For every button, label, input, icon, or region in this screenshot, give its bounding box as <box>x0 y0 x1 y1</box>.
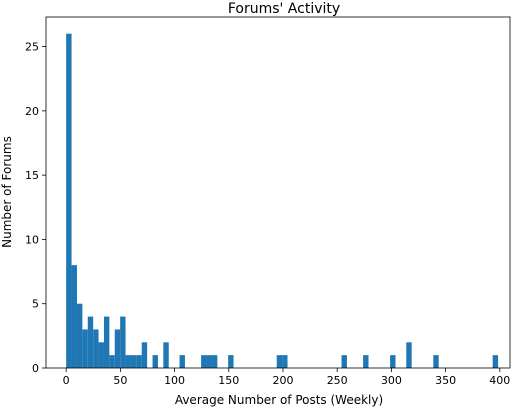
y-tick-label: 25 <box>25 41 39 54</box>
x-tick-label: 400 <box>489 374 510 387</box>
x-tick-label: 350 <box>435 374 456 387</box>
histogram-bar <box>109 355 115 368</box>
histogram-bar <box>120 316 126 368</box>
y-tick-label: 5 <box>32 298 39 311</box>
histogram-bar <box>66 33 72 369</box>
histogram-bar <box>163 342 169 368</box>
histogram-bar <box>363 355 369 368</box>
histogram-bar <box>228 355 234 368</box>
y-tick-label: 20 <box>25 105 39 118</box>
histogram-bar <box>141 342 148 368</box>
histogram-bar <box>201 355 207 368</box>
histogram-bar <box>98 342 104 368</box>
histogram-bar <box>82 329 88 368</box>
x-axis-label: Average Number of Posts (Weekly) <box>175 393 383 407</box>
histogram-bar <box>76 303 83 368</box>
y-axis-label: Number of Forums <box>0 136 14 248</box>
plot-frame <box>45 16 511 369</box>
y-tick-label: 15 <box>25 169 39 182</box>
histogram-bar <box>130 355 137 368</box>
histogram-bar <box>103 316 110 368</box>
x-tick-label: 300 <box>381 374 402 387</box>
y-tick-label: 0 <box>32 362 39 375</box>
x-tick-label: 100 <box>164 374 185 387</box>
x-axis-ticks: 0 50 100 150 200 250 300 350 400 <box>63 368 510 387</box>
histogram-bar <box>114 329 121 368</box>
histogram-bar <box>211 355 218 368</box>
histogram-bar <box>179 355 185 368</box>
y-axis-ticks: 0 5 10 15 20 25 <box>25 41 46 375</box>
histogram-bar <box>406 342 412 368</box>
x-tick-label: 200 <box>272 374 293 387</box>
histogram-bar <box>93 329 99 368</box>
x-tick-label: 0 <box>63 374 70 387</box>
histogram-bar <box>390 355 396 368</box>
x-tick-label: 250 <box>327 374 348 387</box>
histogram-bar <box>282 355 288 368</box>
x-tick-label: 50 <box>113 374 127 387</box>
histogram-bar <box>433 355 439 368</box>
y-tick-label: 10 <box>25 233 39 246</box>
histogram-bar <box>152 355 158 368</box>
histogram-bar <box>136 355 142 368</box>
histogram-bar <box>125 355 131 368</box>
histogram-bar <box>276 355 283 368</box>
histogram-bar <box>206 355 212 368</box>
chart-title: Forums' Activity <box>228 1 340 17</box>
histogram-bar <box>71 265 77 368</box>
histogram-bar <box>341 355 347 368</box>
bars-group <box>66 33 499 369</box>
x-tick-label: 150 <box>218 374 239 387</box>
histogram-bar <box>492 355 499 368</box>
histogram-bar <box>87 316 94 368</box>
